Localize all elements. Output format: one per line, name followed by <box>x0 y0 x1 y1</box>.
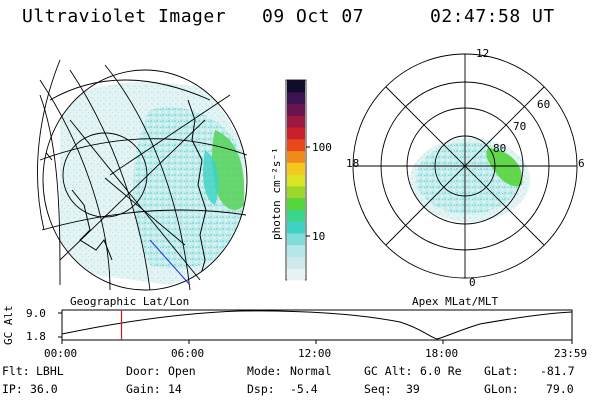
colorbar <box>285 79 310 281</box>
dsp-label: Dsp: <box>247 382 275 396</box>
colorbar-swatch <box>287 185 305 199</box>
colorbar-swatch <box>287 162 305 175</box>
colorbar-swatch <box>287 256 305 269</box>
altitude-xtick-1: 06:00 <box>171 347 205 360</box>
seq-value: 39 <box>406 382 420 396</box>
altitude-ylabel: GC Alt <box>2 305 15 345</box>
aurora-left-green2 <box>203 150 219 205</box>
altitude-xtick-4: 23:59 <box>554 347 588 360</box>
altitude-ymax: 9.0 <box>26 307 46 320</box>
left-panel-caption: Geographic Lat/Lon <box>70 295 190 308</box>
gain-label: Gain: <box>126 382 161 396</box>
aurora-right-bright <box>486 148 523 187</box>
glon-label: GLon: <box>484 382 519 396</box>
colorbar-swatch <box>287 244 305 257</box>
colorbar-swatch <box>287 268 305 281</box>
colorbar-swatch <box>287 197 305 210</box>
colorbar-swatch <box>287 103 305 116</box>
colorbar-swatch <box>287 221 305 234</box>
colorbar-swatch <box>287 80 305 93</box>
mlt-label-12: 12 <box>476 47 490 60</box>
flt-value: LBHL <box>36 364 64 378</box>
altitude-xtick-3: 18:00 <box>425 347 459 360</box>
altitude-xtick-2: 12:00 <box>298 347 332 360</box>
coastline-2 <box>71 189 113 261</box>
mlt-label-0: 0 <box>469 276 476 289</box>
lat-label-70: 70 <box>513 120 527 133</box>
date-label: 09 Oct 07 <box>262 6 365 27</box>
gcalt-label: GC Alt: <box>364 364 413 378</box>
ip-label: IP: <box>2 382 23 396</box>
polar-plot <box>410 138 530 222</box>
flt-label: Flt: <box>2 364 30 378</box>
ip-value: 36.0 <box>30 382 58 396</box>
dsp-value: -5.4 <box>290 382 318 396</box>
glat-value: -81.7 <box>540 364 575 378</box>
mode-value: Normal <box>290 364 332 378</box>
door-label: Door: <box>126 364 161 378</box>
altitude-ymin: 1.8 <box>26 330 46 343</box>
polar-grid <box>352 53 578 279</box>
colorbar-unit-label: photon cm⁻²s⁻¹ <box>270 147 283 240</box>
altitude-xtick-0: 00:00 <box>44 347 78 360</box>
lat-label-80: 80 <box>493 142 507 155</box>
viewing-line <box>149 239 191 286</box>
colorbar-swatch <box>287 209 305 222</box>
mode-label: Mode: <box>247 364 282 378</box>
geographic-grid <box>37 59 248 291</box>
glat-label: GLat: <box>484 364 519 378</box>
mlt-label-6: 6 <box>578 157 585 170</box>
door-value: Open <box>168 364 196 378</box>
coastline <box>187 99 207 286</box>
glon-value: 79.0 <box>546 382 574 396</box>
lat-label-60: 60 <box>537 98 551 111</box>
colorbar-tick-10: 10 <box>312 230 326 243</box>
colorbar-swatch <box>287 91 305 105</box>
geographic-map <box>43 81 246 286</box>
colorbar-swatch <box>287 138 305 152</box>
colorbar-swatch <box>287 150 305 163</box>
altitude-curve <box>61 310 573 340</box>
gain-value: 14 <box>168 382 182 396</box>
seq-label: Seq: <box>364 382 392 396</box>
aurora-left-bright <box>212 130 245 210</box>
colorbar-tick-100: 100 <box>312 141 332 154</box>
colorbar-swatch <box>287 174 305 187</box>
colorbar-swatch <box>287 127 305 140</box>
mlt-label-18: 18 <box>346 157 360 170</box>
time-label: 02:47:58 UT <box>430 6 555 27</box>
right-panel-caption: Apex MLat/MLT <box>412 295 499 308</box>
altitude-plot <box>58 309 573 344</box>
colorbar-swatch <box>287 115 305 128</box>
app-title: Ultraviolet Imager <box>22 6 227 27</box>
gcalt-value: 6.0 Re <box>420 364 462 378</box>
colorbar-swatch <box>287 232 305 246</box>
